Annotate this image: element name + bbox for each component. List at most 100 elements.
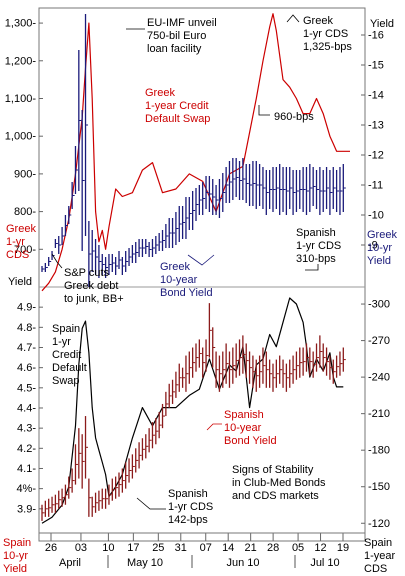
label-line: Greek — [145, 87, 175, 99]
annotation-line: 1-yr CDS — [303, 28, 348, 40]
annotation-line: loan facility — [147, 43, 202, 55]
annotation-line: 1-yr CDS — [168, 501, 213, 513]
axis-label-line: 1-yr — [6, 236, 25, 248]
left-tick-label: 1,100- — [5, 93, 37, 105]
annotation-eu-imf: EU-IMF unveil 750-bil Euro loan facility — [147, 17, 217, 55]
left-tick-label: 1,000- — [5, 131, 37, 143]
annotation-leader — [305, 264, 319, 271]
label-line: Greek — [160, 261, 190, 273]
x-tick-label: 05 — [292, 542, 304, 554]
annotation-line: Spanish — [168, 488, 208, 500]
annotation-line: 310-bps — [296, 253, 336, 265]
label-line: Default — [52, 362, 87, 374]
annotation-leader — [286, 14, 300, 23]
caption-line: in Club-Med Bonds — [232, 477, 326, 489]
annotation-line: 142-bps — [168, 514, 208, 526]
left-tick-label: 4.1- — [17, 463, 36, 475]
axis-label-line: 10-yr — [367, 242, 392, 254]
x-tick-label: 17 — [127, 542, 139, 554]
annotation-leader — [136, 497, 166, 510]
axis-label-line: Greek — [367, 229, 397, 241]
right-tick-label: -9 — [368, 240, 378, 252]
right-tick-label: -10 — [368, 210, 384, 222]
label-line: Default Swap — [145, 113, 210, 125]
top-right-axis-title: Yield — [370, 18, 394, 30]
chart-caption: Signs of Stability in Club-Med Bonds and… — [232, 464, 326, 502]
label-line: Bond Yield — [224, 435, 277, 447]
annotation-leader — [51, 253, 63, 269]
month-label: Jul 10 — [310, 557, 339, 569]
axis-label-line: Yield — [367, 255, 391, 267]
x-tick-label: 25 — [152, 542, 164, 554]
axis-label-line: Spain — [364, 537, 392, 549]
label-line: Swap — [52, 375, 80, 387]
left-tick-label: 4.4- — [17, 402, 36, 414]
x-tick-label: 31 — [175, 542, 187, 554]
label-line: Spanish — [224, 409, 264, 421]
left-tick-label: 4.5- — [17, 382, 36, 394]
label-line: Bond Yield — [160, 287, 213, 299]
right-tick-label: -15 — [368, 60, 384, 72]
annotation-line: EU-IMF unveil — [147, 17, 217, 29]
annotation-line: 1,325-bps — [303, 41, 352, 53]
left-tick-label: 1,200- — [5, 55, 37, 67]
right-tick-label: -13 — [368, 120, 384, 132]
label-line: Spain — [52, 323, 80, 335]
x-tick-label: 03 — [75, 542, 87, 554]
bottom-left-axis-title: Yield — [8, 276, 32, 288]
annotation-line: 1-yr CDS — [296, 240, 341, 252]
annotation-greek-960: 960-bps — [274, 111, 314, 123]
month-label: April — [59, 557, 81, 569]
right-tick-label: -11 — [368, 180, 383, 192]
label-spain-cds: Spain 1-yr Credit Default Swap — [52, 323, 87, 387]
axis-label-line: Yield — [3, 563, 27, 575]
annotation-line: Spanish — [296, 227, 336, 239]
right-tick-label: -300 — [368, 299, 390, 311]
label-line: 10-year — [160, 274, 198, 286]
left-tick-label: 4.8- — [17, 322, 36, 334]
top-right-axis-label: Greek 10-yr Yield — [367, 229, 397, 267]
left-tick-label: 700- — [14, 244, 36, 256]
axis-label-line: Greek — [6, 223, 36, 235]
annotation-leader — [187, 254, 215, 266]
right-tick-label: -210 — [368, 408, 390, 420]
left-tick-label: 4.6- — [17, 362, 36, 374]
left-tick-label: 3.9- — [17, 503, 36, 515]
month-label: Jun 10 — [226, 557, 259, 569]
top-left-axis-label: Greek 1-yr CDS — [6, 223, 36, 261]
series-line — [41, 297, 344, 524]
annotation-line: 750-bil Euro — [147, 30, 206, 42]
annotation-leader — [206, 423, 222, 431]
axis-label-line: Spain — [3, 537, 31, 549]
annotation-spain-peak: Spanish 1-yr CDS 310-bps — [296, 227, 341, 265]
annotation-spain-low: Spanish 1-yr CDS 142-bps — [168, 488, 213, 526]
annotation-sp-cut: S&P cuts Greek debt to junk, BB+ — [64, 267, 124, 305]
caption-line: Signs of Stability — [232, 464, 314, 476]
right-tick-label: -12 — [368, 150, 384, 162]
right-tick-label: -120 — [368, 518, 390, 530]
right-tick-label: -240 — [368, 372, 390, 384]
right-tick-label: -14 — [368, 90, 384, 102]
x-tick-label: 21 — [245, 542, 257, 554]
x-tick-label: 10 — [102, 542, 114, 554]
label-line: 10-year — [224, 422, 262, 434]
annotation-leader — [258, 105, 270, 116]
label-line: Credit — [52, 349, 81, 361]
right-tick-label: -270 — [368, 335, 390, 347]
annotation-line: Greek debt — [64, 280, 118, 292]
annotation-greek-peak: Greek 1-yr CDS 1,325-bps — [303, 15, 352, 53]
x-tick-label: 14 — [222, 542, 234, 554]
right-tick-label: -180 — [368, 445, 390, 457]
axis-label-line: 10-yr — [3, 550, 28, 562]
left-tick-label: 4.2- — [17, 443, 36, 455]
label-spain-yield: Spanish 10-year Bond Yield — [224, 409, 277, 447]
x-tick-label: 12 — [314, 542, 326, 554]
left-tick-label: 1,300- — [5, 18, 37, 30]
annotation-line: Greek — [303, 15, 333, 27]
bottom-left-axis-label: Spain 10-yr Yield — [3, 537, 31, 575]
left-tick-label: 900- — [14, 168, 36, 180]
left-tick-label: 4.9- — [17, 302, 36, 314]
